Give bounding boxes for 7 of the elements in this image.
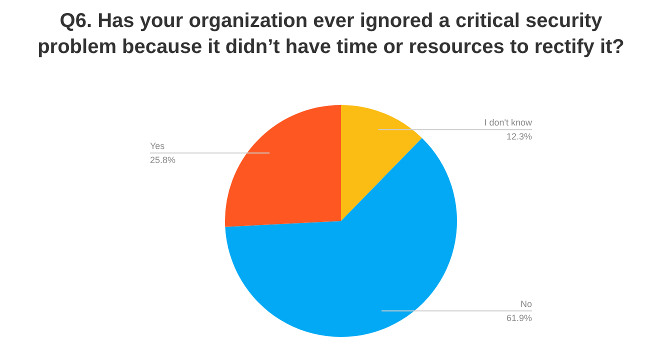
chart-title: Q6. Has your organization ever ignored a critical security problem because it didn’t have time or resources to rectify it? [36,9,626,60]
data-label: 61.9% [506,312,532,323]
slice-label: Yes [150,141,166,152]
slice-label: I don't know [484,118,532,128]
data-label: 12.3% [506,132,532,142]
slice-label: No [520,298,532,309]
data-label: 25.8% [150,155,176,166]
